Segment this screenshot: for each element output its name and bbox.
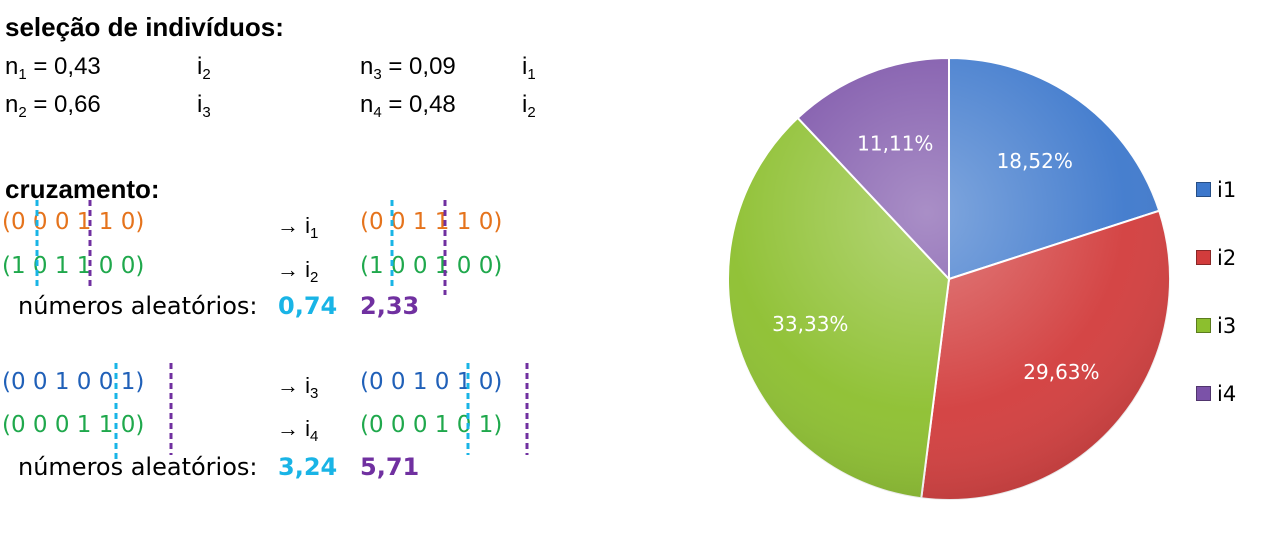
child-2-sequence: (1 0 0 1 0 0) — [360, 253, 503, 279]
pie-label-i4: 11,11% — [857, 131, 933, 155]
child-4-sequence: (0 0 0 1 0 1) — [360, 412, 503, 438]
legend-swatch-i1 — [1196, 182, 1211, 197]
legend-swatch-i4 — [1196, 386, 1211, 401]
child-1-sequence: (0 0 1 1 1 0) — [360, 209, 503, 235]
random-numbers-label-1: números aleatórios: — [18, 292, 258, 320]
legend-swatch-i2 — [1196, 250, 1211, 265]
random-number-purple-1: 2,33 — [360, 292, 420, 320]
selection-row-3-individual: i1 — [522, 53, 536, 83]
random-numbers-label-2: números aleatórios: — [18, 453, 258, 481]
parent-2-sequence: (1 0 1 1 0 0) — [2, 253, 145, 279]
arrow-child-2: → i2 — [277, 257, 319, 286]
crossover-title: cruzamento: — [5, 174, 160, 204]
arrow-child-1: → i1 — [277, 213, 319, 242]
parent-3-sequence: (0 0 1 0 0 1) — [2, 369, 145, 395]
selection-row-2: n2 = 0,66 — [5, 91, 101, 121]
selection-row-3: n3 = 0,09 — [360, 53, 456, 83]
selection-row-2-individual: i3 — [197, 91, 211, 121]
legend-item-i4: i4 — [1196, 382, 1236, 450]
child-3-sequence: (0 0 1 0 1 0) — [360, 369, 503, 395]
pie-label-i3: 33,33% — [772, 312, 848, 336]
selection-row-4-individual: i2 — [522, 91, 536, 121]
random-number-purple-2: 5,71 — [360, 453, 420, 481]
selection-row-1-individual: i2 — [197, 53, 211, 83]
selection-row-4: n4 = 0,48 — [360, 91, 456, 121]
parent-4-sequence: (0 0 0 1 1 0) — [2, 412, 145, 438]
legend: i1 i2 i3 i4 — [1196, 178, 1236, 450]
legend-item-i1: i1 — [1196, 178, 1236, 246]
selection-title: seleção de indivíduos: — [5, 12, 284, 42]
parent-1-sequence: (0 0 0 1 1 0) — [2, 209, 145, 235]
pie-label-i2: 29,63% — [1023, 360, 1099, 384]
pie-chart: 18,52% 29,63% 33,33% 11,11% — [727, 56, 1171, 501]
crossover-cut-lines — [35, 200, 529, 460]
legend-item-i3: i3 — [1196, 314, 1236, 382]
random-number-cyan-2: 3,24 — [278, 453, 338, 481]
arrow-child-4: → i4 — [277, 416, 319, 445]
legend-swatch-i3 — [1196, 318, 1211, 333]
pie-label-i1: 18,52% — [997, 149, 1073, 173]
random-number-cyan-1: 0,74 — [278, 292, 338, 320]
selection-row-1: n1 = 0,43 — [5, 53, 101, 83]
arrow-child-3: → i3 — [277, 373, 319, 402]
legend-item-i2: i2 — [1196, 246, 1236, 314]
